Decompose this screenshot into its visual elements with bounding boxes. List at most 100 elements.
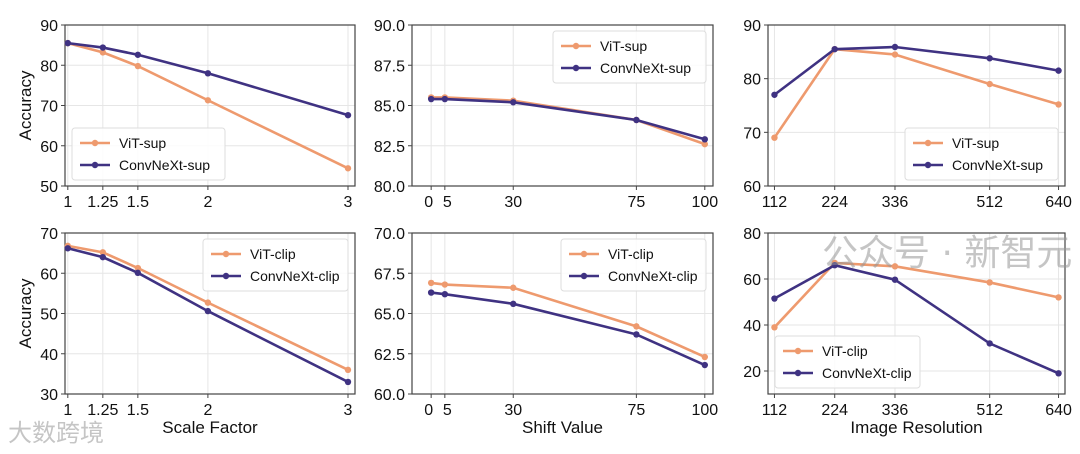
legend-box: [774, 335, 921, 389]
legend-box: [904, 127, 1059, 181]
data-point: [510, 284, 517, 291]
x-tick-label: 1: [63, 194, 72, 211]
x-tick-label: 336: [882, 402, 909, 419]
data-point: [427, 289, 435, 296]
x-tick-label: 75: [627, 194, 645, 211]
y-tick-label: 85.0: [374, 99, 405, 116]
x-tick-label: 75: [627, 402, 645, 419]
data-point: [427, 279, 435, 287]
legend-box: [560, 238, 707, 292]
legend-marker: [924, 161, 932, 169]
y-tick-label: 70: [40, 99, 58, 116]
plot-frame: [64, 232, 356, 395]
legend: ViT-clip ConvNeXt-clip: [560, 238, 707, 292]
y-tick-label: 60.0: [374, 387, 405, 404]
y-tick-label: 60: [743, 179, 761, 196]
legend-label: ViT-clip: [250, 246, 296, 262]
y-tick-label: 80: [40, 58, 58, 75]
legend-label: ViT-sup: [952, 135, 999, 151]
data-point: [633, 331, 640, 338]
data-point: [1055, 370, 1062, 377]
y-tick-label: 90: [743, 18, 761, 35]
subplot-5: 60.0 62.5 65.0 67.5 70.0 0 5 30 75 100 Shift Value…: [374, 226, 718, 437]
x-tick-label: 1.25: [87, 194, 118, 211]
x-tick-label: 112: [762, 194, 788, 211]
legend-marker: [222, 272, 230, 280]
x-tick-label: 1.25: [87, 402, 118, 419]
data-point: [986, 279, 993, 286]
data-point: [134, 62, 142, 70]
legend-marker: [572, 64, 580, 72]
data-point: [891, 276, 899, 283]
legend-label: ConvNeXt-clip: [250, 268, 340, 284]
x-tick-label: 1.5: [127, 194, 149, 211]
x-tick-label: 100: [691, 194, 718, 211]
y-tick-label: 30: [40, 387, 58, 404]
x-tick-label: 512: [976, 194, 1003, 211]
data-point: [99, 44, 107, 51]
data-point: [771, 91, 778, 98]
data-point: [701, 353, 708, 361]
y-tick-label: 60: [40, 139, 58, 156]
data-point: [134, 51, 142, 58]
legend-box: [202, 238, 349, 292]
x-tick-label: 1.5: [127, 402, 149, 419]
plot-frame: [64, 24, 356, 187]
legend-label: ViT-sup: [119, 135, 166, 151]
data-point: [1055, 67, 1062, 74]
y-tick-label: 50: [40, 307, 58, 324]
legend-label: ConvNeXt-sup: [600, 60, 691, 76]
data-point: [204, 70, 212, 77]
x-tick-label: 224: [821, 402, 848, 419]
series-line-ConvNeXt-sup: [773, 45, 1059, 96]
x-tick-label: 640: [1045, 402, 1072, 419]
x-tick-label: 2: [203, 194, 212, 211]
y-tick-label: 80: [743, 226, 761, 243]
legend-label: ConvNeXt-clip: [822, 365, 912, 381]
watermark-right: 公众号 · 新智元: [822, 233, 1073, 274]
x-tick-label: 336: [882, 194, 909, 211]
data-point: [891, 43, 899, 51]
legend-marker: [580, 272, 588, 280]
data-point: [891, 263, 899, 270]
data-point: [99, 249, 107, 256]
plot-frame: [411, 24, 714, 187]
subplot-2: 80.0 82.5 85.0 87.5 90.0 0 5 30 75 100 ViT-sup Conv…: [374, 18, 718, 211]
subplot-4: 30 40 50 60 70 1 1.25 1.5 2 3 Accuracy Scale Factor…: [16, 226, 356, 437]
x-tick-label: 3: [344, 402, 353, 419]
x-tick-label: 0: [424, 194, 433, 211]
legend: ViT-sup ConvNeXt-sup: [71, 127, 226, 181]
data-point: [771, 324, 778, 331]
data-point: [986, 55, 993, 62]
legend-box: [552, 30, 707, 84]
data-point: [134, 269, 142, 277]
data-point: [344, 366, 352, 374]
x-tick-label: 224: [821, 194, 848, 211]
y-axis-label: Accuracy: [16, 70, 35, 140]
data-point: [99, 253, 107, 261]
x-axis-label: Shift Value: [522, 418, 603, 437]
y-tick-label: 70: [743, 125, 761, 142]
data-point: [510, 99, 517, 106]
legend-label: ViT-clip: [822, 343, 868, 359]
x-tick-label: 0: [424, 402, 433, 419]
legend: ViT-sup ConvNeXt-sup: [904, 127, 1059, 181]
x-tick-label: 112: [762, 402, 788, 419]
legend-label: ViT-sup: [600, 38, 647, 54]
data-point: [891, 51, 899, 58]
legend-marker: [222, 250, 230, 258]
data-point: [771, 134, 778, 141]
data-point: [633, 116, 640, 124]
x-tick-label: 5: [443, 402, 452, 419]
data-point: [441, 95, 449, 103]
data-point: [986, 340, 993, 347]
y-tick-label: 80: [743, 72, 761, 89]
x-tick-label: 3: [344, 194, 353, 211]
data-point: [831, 45, 838, 53]
x-axis-label: Scale Factor: [162, 418, 258, 437]
data-point: [204, 299, 212, 306]
y-tick-label: 87.5: [374, 58, 405, 75]
subplot-3: 60 70 80 90 112 224 336 512 640 ViT-sup ConvNeXt-s…: [743, 18, 1072, 211]
x-tick-label: 512: [976, 402, 1003, 419]
